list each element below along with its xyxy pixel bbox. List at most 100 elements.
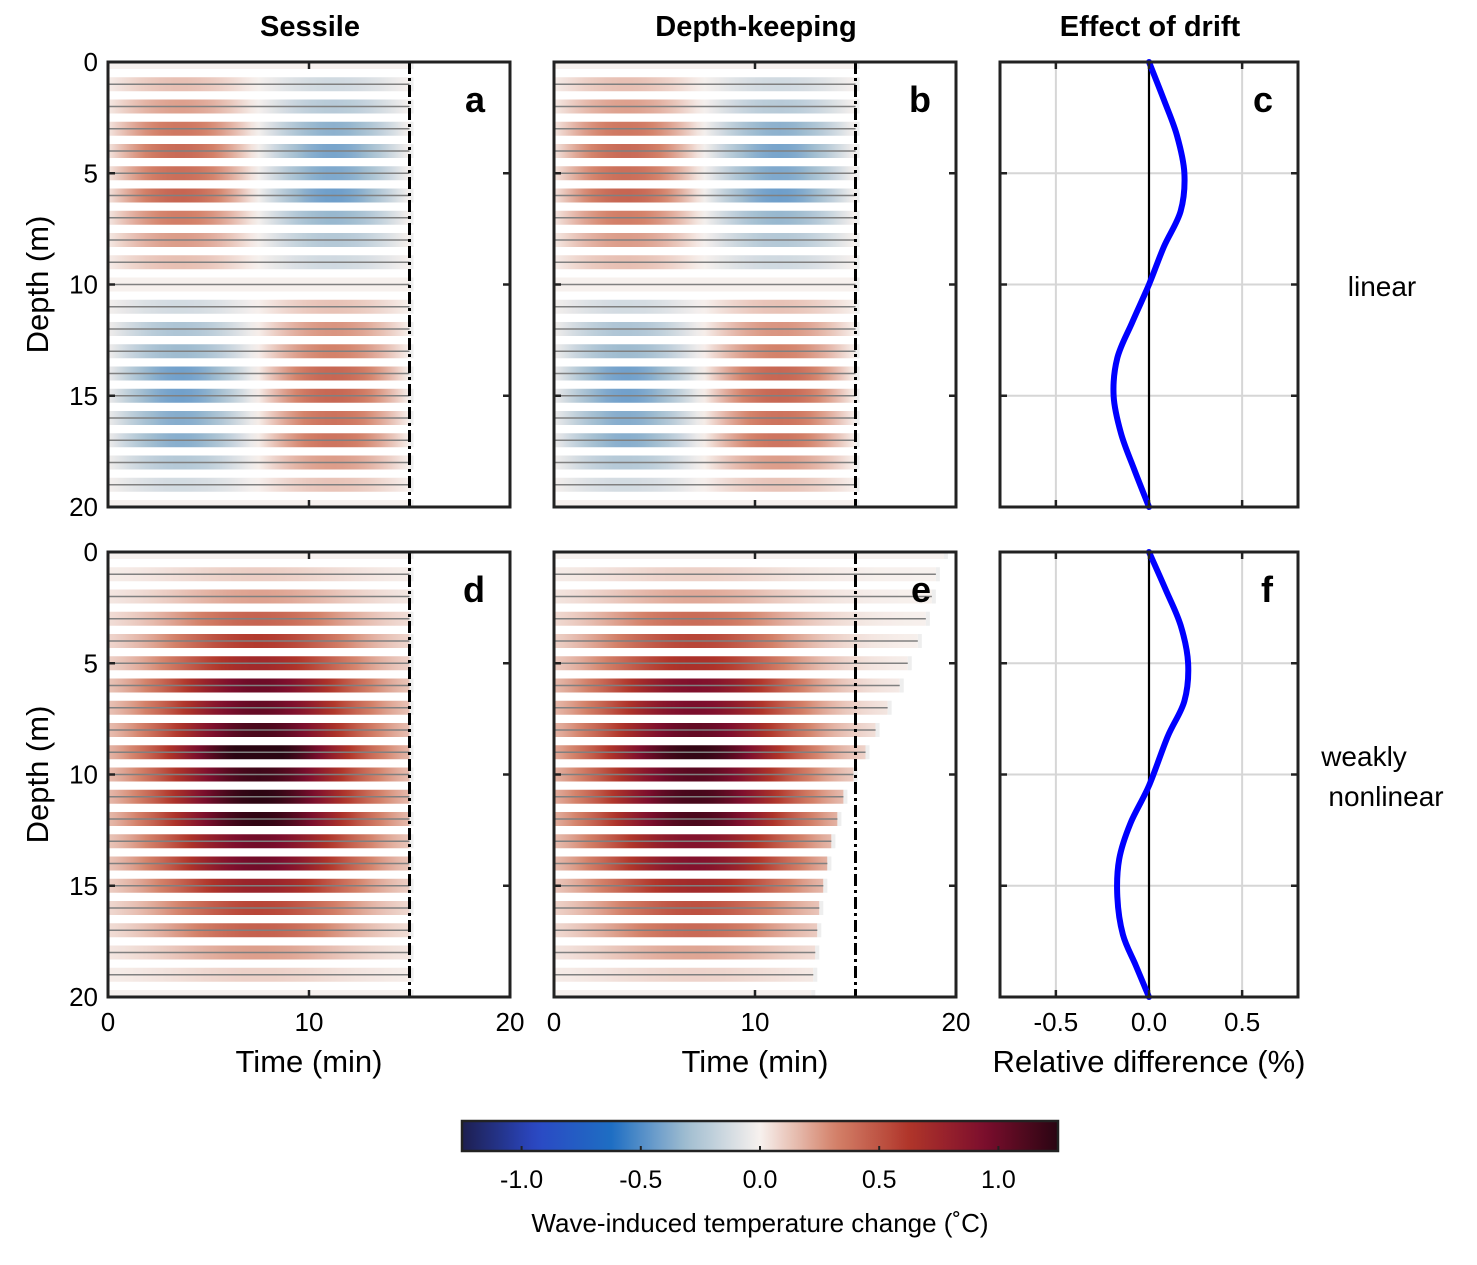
band-cap	[907, 656, 912, 671]
band-cap	[409, 99, 414, 114]
heat-band	[108, 62, 410, 69]
band-cap	[409, 656, 414, 671]
x-tick-label: 20	[942, 1007, 971, 1037]
band-cap	[409, 411, 414, 425]
colorbar-label: Wave-induced temperature change (˚C)	[531, 1208, 988, 1238]
band-cap	[855, 144, 860, 158]
relative-difference-curve	[1110, 59, 1188, 510]
band-cap	[409, 923, 414, 938]
y-tick-label: 15	[69, 381, 98, 411]
band-cap	[409, 255, 414, 270]
band-cap	[409, 589, 414, 604]
band-cap	[409, 62, 414, 69]
band-cap	[409, 700, 414, 715]
band-cap	[855, 77, 860, 92]
band-cap	[409, 834, 414, 849]
title-sessile: Sessile	[260, 11, 360, 43]
y-tick-label: 20	[69, 492, 98, 522]
band-cap	[855, 388, 860, 403]
band-cap	[925, 611, 930, 626]
band-cap	[917, 634, 922, 648]
band-cap	[815, 945, 820, 960]
band-cap	[409, 433, 414, 448]
band-cap	[855, 366, 860, 381]
colorbar-tick-label: 0.0	[743, 1166, 778, 1194]
heat-band	[554, 552, 944, 559]
band-cap	[855, 344, 860, 359]
heat-band	[108, 990, 410, 997]
panel-e: 0 10 20 Time (min) e	[547, 550, 971, 1079]
x-tick-label: 0.0	[1131, 1007, 1167, 1037]
band-cap	[865, 745, 870, 760]
band-cap	[855, 188, 860, 203]
relative-difference-curve	[1114, 549, 1192, 1000]
band-cap	[409, 856, 414, 871]
band-cap	[887, 700, 892, 715]
band-cap	[827, 856, 832, 871]
band-cap	[843, 789, 848, 804]
band-cap	[875, 723, 880, 737]
band-cap	[409, 812, 414, 826]
band-cap	[855, 233, 860, 247]
x-tick-label: 0	[101, 1007, 115, 1037]
panel-f: -0.5 0.0 0.5 Relative difference (%) f	[992, 549, 1306, 1079]
band-cap	[409, 166, 414, 181]
y-tick-label: 15	[69, 871, 98, 901]
heat-band	[554, 990, 812, 997]
band-cap	[409, 388, 414, 403]
heat-band	[554, 500, 856, 507]
panel-letter: f	[1261, 569, 1274, 610]
band-cap	[409, 634, 414, 648]
band-cap	[409, 210, 414, 225]
band-cap	[855, 477, 860, 492]
band-cap	[409, 967, 414, 982]
band-cap	[855, 500, 860, 507]
y-tick-label: 10	[69, 760, 98, 790]
title-depth-keeping: Depth-keeping	[655, 11, 856, 43]
band-cap	[853, 767, 858, 782]
row-label-linear: linear	[1348, 271, 1416, 302]
band-cap	[823, 878, 828, 893]
panel-b: b	[552, 60, 958, 509]
y-axis-label: Depth (m)	[20, 216, 55, 354]
x-tick-label: 0.5	[1224, 1007, 1260, 1037]
x-axis-label: Relative difference (%)	[992, 1044, 1305, 1079]
colorbar-tick-label: -0.5	[619, 1166, 662, 1194]
band-cap	[855, 277, 860, 292]
band-cap	[409, 366, 414, 381]
band-cap	[409, 567, 414, 582]
panel-letter: c	[1253, 79, 1273, 120]
y-tick-label: 10	[69, 270, 98, 300]
band-cap	[409, 789, 414, 804]
band-cap	[409, 455, 414, 470]
band-cap	[837, 812, 842, 826]
colorbar-bar	[460, 1119, 1060, 1153]
y-axis-label: Depth (m)	[20, 706, 55, 844]
x-axis-label: Time (min)	[682, 1044, 829, 1079]
colorbar-tick-label: 1.0	[981, 1166, 1016, 1194]
band-cap	[409, 277, 414, 292]
band-cap	[855, 166, 860, 181]
band-cap	[819, 901, 824, 915]
band-cap	[855, 255, 860, 270]
band-cap	[409, 344, 414, 359]
x-tick-label: -0.5	[1033, 1007, 1078, 1037]
band-cap	[409, 945, 414, 960]
band-cap	[855, 411, 860, 425]
band-cap	[855, 99, 860, 114]
y-tick-label: 0	[84, 47, 98, 77]
row-label-weakly: weakly	[1320, 741, 1407, 772]
band-cap	[813, 967, 818, 982]
row-label-nonlinear: nonlinear	[1328, 781, 1443, 812]
band-cap	[855, 322, 860, 336]
band-cap	[855, 210, 860, 225]
x-tick-label: 0	[547, 1007, 561, 1037]
band-cap	[409, 901, 414, 915]
band-cap	[409, 322, 414, 336]
heat-band	[554, 62, 856, 69]
band-cap	[409, 678, 414, 693]
panel-letter: b	[909, 79, 931, 120]
band-cap	[409, 477, 414, 492]
band-cap	[811, 990, 816, 997]
colorbar-tick-label: -1.0	[500, 1166, 543, 1194]
